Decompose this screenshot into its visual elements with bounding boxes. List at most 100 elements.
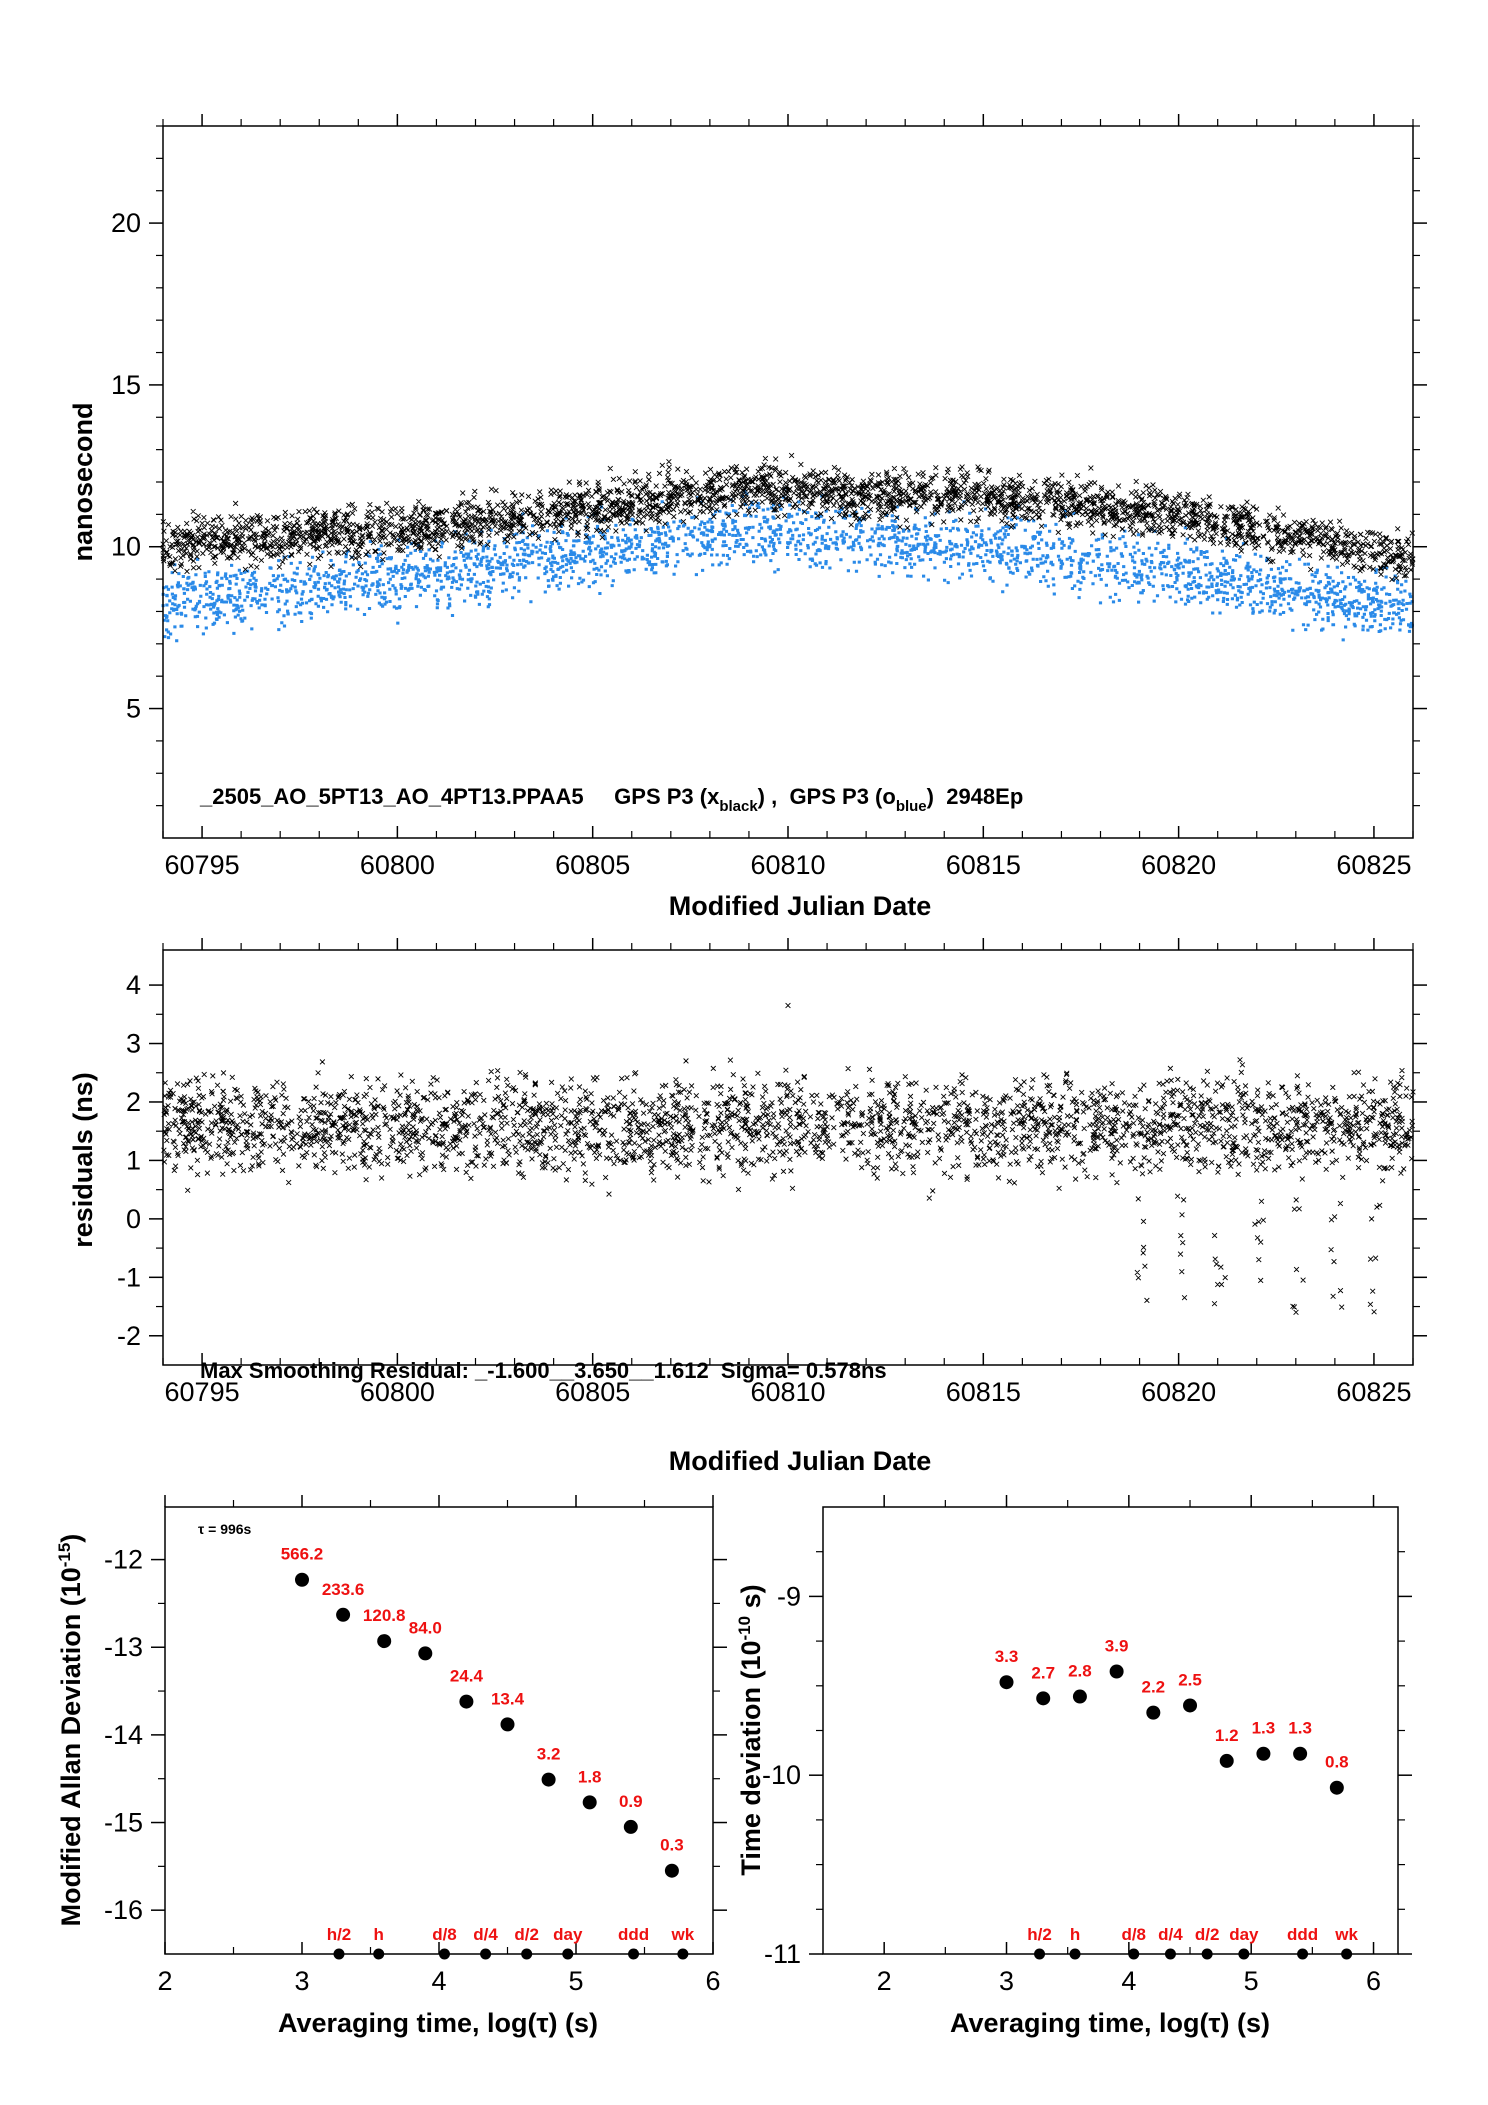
residual-x-marks — [161, 1002, 1416, 1316]
mdev-time-marker — [677, 1948, 689, 1960]
mdev-point-label: 3.2 — [537, 1745, 561, 1764]
tau-note: τ = 996s — [198, 1521, 252, 1537]
residual-points — [161, 1002, 1416, 1316]
blue-series-points — [161, 486, 1414, 643]
mdev-time-marker — [438, 1948, 450, 1960]
tdev-x-tick-label: 5 — [1244, 1966, 1259, 1996]
timing-data-points — [160, 452, 1416, 643]
tdev-y-tick-label: -10 — [762, 1760, 801, 1790]
tdev-point — [1146, 1705, 1161, 1720]
tdev-y-tick-label: -11 — [764, 1939, 801, 1969]
mdev-point — [582, 1795, 597, 1810]
mdev-point — [541, 1772, 556, 1787]
mdev-point-label: 566.2 — [281, 1545, 324, 1564]
black-series-points — [160, 452, 1416, 583]
tdev-x-tick-label: 2 — [877, 1966, 892, 1996]
tdev-x-axis-label: Averaging time, log(τ) (s) — [950, 2008, 1270, 2038]
tdev-point-label: 3.3 — [995, 1647, 1019, 1666]
tdev-y-axis-label: Time deviation (10-10 s) — [735, 1584, 766, 1875]
tdev-point — [1183, 1698, 1198, 1713]
residuals-x-tick-label: 60795 — [165, 1377, 240, 1407]
tdev-x-tick-label: 6 — [1366, 1966, 1381, 1996]
time-deviation-plot: 2 3 4 5 6 -9 -10 -11 3.3 2.7 2.8 3.9 2.2 2.5 1.2 1.3 1.… — [735, 1495, 1412, 2038]
timing-y-tick-label: 20 — [111, 208, 141, 238]
residuals-annotation: Max Smoothing Residual: _-1.600__3.650__… — [200, 1358, 887, 1383]
tdev-point — [999, 1675, 1014, 1690]
tdev-point-label: 2.2 — [1141, 1678, 1165, 1697]
residuals-x-tick-label: 60815 — [946, 1377, 1021, 1407]
residuals-y-tick-label: 1 — [126, 1145, 141, 1175]
timing-plot-axes: 60795 60800 60805 60810 60815 60820 60825 5 10 15… — [111, 114, 1427, 880]
timing-y-tick-label: 5 — [126, 694, 141, 724]
tdev-x-tick-label: 3 — [999, 1966, 1014, 1996]
mdev-points: 566.2 233.6 120.884.0 24.4 13.4 3.2 1.8 0.9 0.3 h… — [281, 1545, 695, 1960]
tdev-time-marker — [1034, 1948, 1046, 1960]
tdev-point-label: 2.5 — [1178, 1670, 1202, 1689]
mdev-point — [500, 1717, 515, 1732]
mdev-y-axis-label: Modified Allan Deviation (10-15) — [55, 1534, 86, 1927]
mdev-time-marker — [521, 1948, 533, 1960]
tdev-y-tick-label: -9 — [777, 1581, 801, 1611]
timing-y-axis-label: nanosecond — [68, 402, 98, 561]
timing-x-tick-label: 60815 — [946, 850, 1021, 880]
mdev-y-tick-label: -16 — [104, 1895, 143, 1925]
tdev-point-label: 1.3 — [1252, 1719, 1276, 1738]
modified-allan-deviation-plot: 2 3 4 5 6 -12 -13 -14 -15 -16 566.2 233.6 120.884.0… — [55, 1495, 727, 2038]
mdev-point — [295, 1572, 309, 1587]
mdev-time-marker-label: h/2 — [327, 1925, 352, 1944]
mdev-point-label: 13.4 — [491, 1689, 525, 1708]
timing-annotation: _2505_AO_5PT13_AO_4PT13.PPAA5 GPS P3 (xb… — [199, 784, 1023, 815]
mdev-point-label: 233.6 — [322, 1580, 365, 1599]
tdev-point-label: 0.8 — [1325, 1753, 1349, 1772]
residuals-x-tick-label: 60810 — [750, 1377, 825, 1407]
timing-x-tick-label: 60810 — [750, 850, 825, 880]
mdev-point — [459, 1694, 474, 1709]
tdev-time-marker-label: wk — [1334, 1925, 1358, 1944]
mdev-time-marker — [562, 1948, 574, 1960]
mdev-time-marker-label: day — [553, 1925, 583, 1944]
mdev-y-tick-label: -15 — [104, 1808, 143, 1838]
mdev-time-marker-label: d/4 — [473, 1925, 498, 1944]
tdev-point-label: 1.3 — [1288, 1719, 1312, 1738]
residuals-x-tick-label: 60820 — [1141, 1377, 1216, 1407]
tdev-time-marker-label: d/2 — [1195, 1925, 1220, 1944]
residuals-y-tick-label: 0 — [126, 1204, 141, 1234]
tdev-point-label: 2.8 — [1068, 1662, 1092, 1681]
mdev-x-tick-label: 2 — [157, 1966, 172, 1996]
mdev-plot-axes: 2 3 4 5 6 -12 -13 -14 -15 -16 — [104, 1495, 727, 1996]
mdev-point — [418, 1646, 433, 1661]
mdev-time-marker — [628, 1948, 640, 1960]
mdev-x-axis-label: Averaging time, log(τ) (s) — [278, 2008, 598, 2038]
timing-x-tick-label: 60800 — [360, 850, 435, 880]
tdev-time-marker-label: ddd — [1287, 1925, 1318, 1944]
mdev-point-label: 1.8 — [578, 1767, 602, 1786]
tdev-time-marker — [1297, 1948, 1309, 1960]
residuals-y-tick-label: 3 — [126, 1029, 141, 1059]
mdev-point-label: 84.0 — [409, 1618, 442, 1637]
tdev-point — [1219, 1753, 1234, 1768]
mdev-x-tick-label: 6 — [705, 1966, 720, 1996]
mdev-point-label: 24.4 — [450, 1667, 484, 1686]
mdev-point-label: 120.8 — [363, 1606, 406, 1625]
tdev-time-marker-label: h/2 — [1027, 1925, 1052, 1944]
residuals-plot: 60795 60800 60805 60810 60815 60820 60825 -2 -1 0… — [68, 938, 1427, 1476]
tdev-x-tick-label: 4 — [1121, 1966, 1136, 1996]
mdev-time-marker — [333, 1948, 345, 1960]
tdev-time-marker — [1164, 1948, 1176, 1960]
residuals-plot-axes: 60795 60800 60805 60810 60815 60820 60825 -2 -1 0… — [117, 938, 1427, 1407]
tdev-point — [1072, 1689, 1087, 1704]
tdev-point — [1256, 1746, 1271, 1761]
timing-x-tick-label: 60820 — [1141, 850, 1216, 880]
mdev-point-label: 0.3 — [660, 1836, 684, 1855]
tdev-point — [1329, 1780, 1344, 1795]
mdev-time-marker — [480, 1948, 492, 1960]
mdev-x-tick-label: 5 — [568, 1966, 583, 1996]
tdev-time-marker — [1069, 1948, 1081, 1960]
mdev-time-marker-label: d/2 — [514, 1925, 539, 1944]
mdev-time-marker — [373, 1948, 385, 1960]
mdev-point — [623, 1819, 638, 1834]
tdev-points: 3.3 2.7 2.8 3.9 2.2 2.5 1.2 1.3 1.3 0.8 h/2 h d/8 d/4… — [995, 1636, 1358, 1960]
residuals-y-tick-label: 2 — [126, 1087, 141, 1117]
residuals-y-tick-label: 4 — [126, 970, 141, 1000]
